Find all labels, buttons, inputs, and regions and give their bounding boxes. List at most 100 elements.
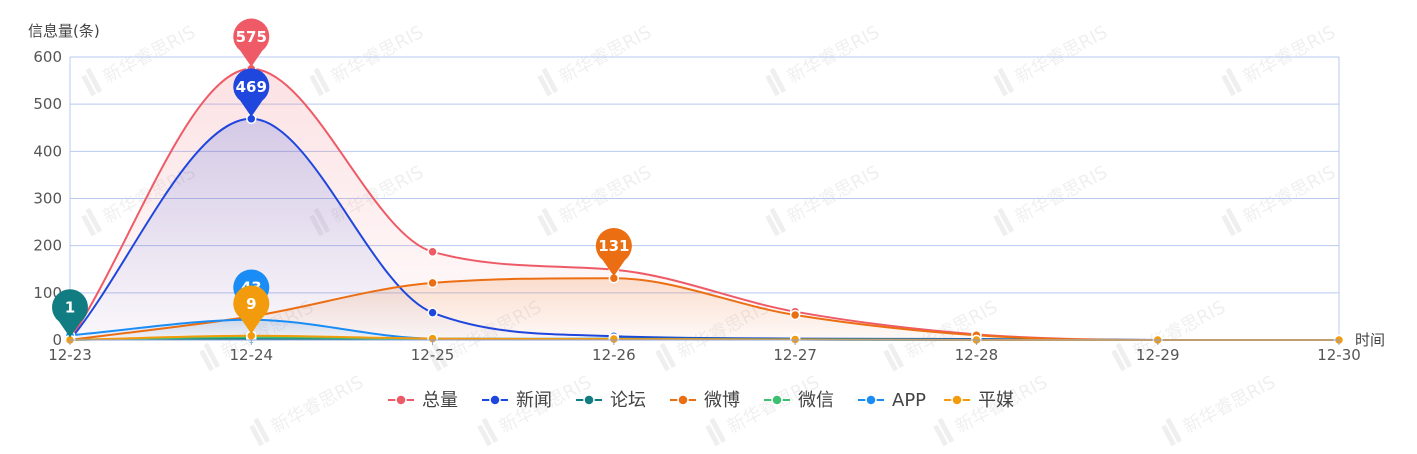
- y-tick-label: 0: [52, 331, 62, 349]
- max-marker-pin: [595, 227, 632, 277]
- watermark-text: 新华睿思RIS: [784, 162, 883, 228]
- watermark: 新华睿思RIS: [1161, 372, 1279, 447]
- watermark-text: 新华睿思RIS: [1012, 162, 1111, 228]
- max-markers: 5754694391131: [52, 18, 632, 338]
- max-marker: 575: [233, 18, 270, 67]
- watermark-logo-bar: [1165, 417, 1183, 444]
- y-tick-label: 100: [33, 284, 62, 302]
- max-marker-pin: [233, 285, 270, 334]
- watermark-logo-bar: [1225, 207, 1243, 234]
- watermark-logo-bar: [769, 207, 787, 234]
- watermark-logo-bar: [1115, 342, 1133, 369]
- watermark-logo-bar: [203, 342, 221, 369]
- watermark-logo-bar: [659, 342, 677, 369]
- watermark-logo-bar: [541, 67, 559, 94]
- max-marker-label: 131: [598, 237, 629, 255]
- x-axis-title: 时间: [1355, 331, 1385, 349]
- x-tick-label: 12-23: [48, 346, 92, 364]
- watermark-logo-bar: [887, 342, 905, 369]
- legend-label: 微博: [704, 390, 740, 411]
- watermark-logo-bar: [997, 67, 1015, 94]
- watermark: 新华睿思RIS: [537, 162, 655, 237]
- watermark-text: 新华睿思RIS: [1012, 22, 1111, 88]
- y-tick-label: 400: [33, 142, 62, 160]
- watermark-logo-bar: [1225, 67, 1243, 94]
- legend-label: 论坛: [610, 390, 646, 411]
- max-marker: 469: [233, 68, 270, 117]
- x-tick-label: 12-25: [411, 346, 455, 364]
- max-marker: 131: [595, 227, 632, 277]
- watermark-logo-bar: [477, 424, 492, 447]
- watermark: 新华睿思RIS: [993, 162, 1111, 237]
- legend-label: APP: [892, 390, 926, 411]
- legend: 总量 新闻 论坛 微博 微信 APP 平媒: [388, 390, 1014, 411]
- max-marker-pin: [233, 18, 270, 67]
- watermark-logo-bar: [997, 207, 1015, 234]
- legend-label: 微信: [798, 390, 834, 411]
- watermark-logo-bar: [769, 67, 787, 94]
- watermark-logo-bar: [481, 417, 499, 444]
- legend-item: 论坛: [576, 390, 646, 411]
- watermark-logo-bar: [1111, 349, 1126, 372]
- watermark-text: 新华睿思RIS: [1240, 162, 1339, 228]
- watermark-logo-bar: [1221, 214, 1236, 237]
- legend-dot: [677, 394, 689, 406]
- watermark-logo-bar: [199, 349, 214, 372]
- watermark-logo-bar: [537, 74, 552, 97]
- x-tick-label: 12-28: [955, 346, 999, 364]
- legend-item: 总量: [388, 390, 458, 411]
- legend-dot: [395, 394, 407, 406]
- watermark-logo-bar: [705, 424, 720, 447]
- watermark-logo-bar: [993, 74, 1008, 97]
- legend-item: APP: [858, 390, 926, 411]
- watermark-text: 新华睿思RIS: [556, 22, 655, 88]
- watermark-logo-bar: [427, 349, 442, 372]
- watermark-text: 新华睿思RIS: [784, 22, 883, 88]
- watermark-logo-bar: [309, 74, 324, 97]
- max-marker-pin: [52, 289, 88, 338]
- watermark-logo-bar: [765, 214, 780, 237]
- watermark: 新华睿思RIS: [249, 372, 367, 447]
- watermark-text: 新华睿思RIS: [1180, 372, 1279, 438]
- max-marker-label: 9: [246, 295, 256, 313]
- watermark-logo-bar: [937, 417, 955, 444]
- watermark: 新华睿思RIS: [765, 162, 883, 237]
- legend-dot: [583, 394, 595, 406]
- y-tick-label: 600: [33, 48, 62, 66]
- axes: 0 100 200 300 400 500 600 12-23 12-24 12-25 12-26 1…: [28, 22, 1385, 364]
- legend-item: 平媒: [944, 390, 1014, 411]
- y-tick-label: 300: [33, 190, 62, 208]
- legend-item: 新闻: [482, 390, 552, 411]
- watermark-logo-bar: [85, 207, 103, 234]
- series-area: [70, 118, 1339, 340]
- max-marker-label: 1: [65, 299, 75, 317]
- legend-label: 总量: [422, 390, 458, 411]
- data-point: [427, 307, 438, 318]
- watermark-text: 新华睿思RIS: [100, 22, 199, 88]
- watermark-logo-bar: [883, 349, 898, 372]
- x-tick-label: 12-29: [1136, 346, 1180, 364]
- watermark-logo-bar: [1221, 74, 1236, 97]
- watermark-logo-bar: [431, 342, 449, 369]
- watermark-logo-bar: [81, 74, 96, 97]
- watermark-logo-bar: [655, 349, 670, 372]
- max-marker: 1: [52, 289, 88, 338]
- legend-dot: [771, 394, 783, 406]
- watermark-text: 新华睿思RIS: [556, 162, 655, 228]
- x-tick-label: 12-30: [1317, 346, 1361, 364]
- legend-item: 微信: [764, 390, 834, 411]
- data-point: [427, 246, 438, 258]
- watermark-text: 新华睿思RIS: [1240, 22, 1339, 88]
- legend-dot: [951, 394, 963, 406]
- legend-dot: [489, 394, 501, 406]
- x-tick-label: 12-26: [592, 346, 636, 364]
- legend-label: 平媒: [978, 390, 1014, 411]
- watermark-logo-bar: [81, 214, 96, 237]
- watermark-logo-bar: [993, 214, 1008, 237]
- max-marker-label: 575: [236, 28, 267, 46]
- legend-item: 微博: [670, 390, 740, 411]
- y-tick-label: 500: [33, 95, 62, 113]
- watermark-logo-bar: [933, 424, 948, 447]
